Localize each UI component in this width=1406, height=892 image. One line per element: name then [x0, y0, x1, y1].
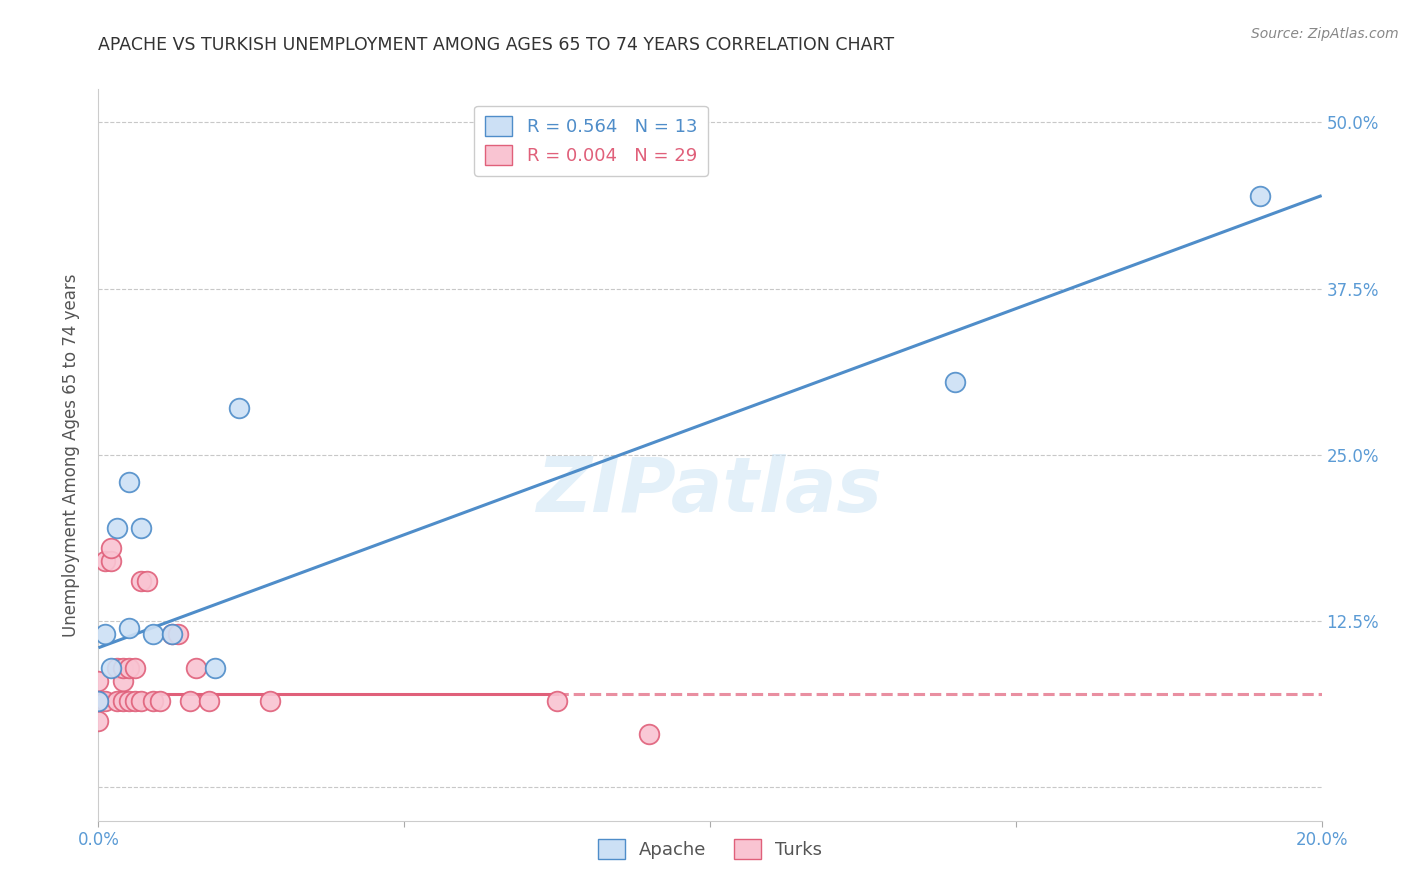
- Point: [118, 621, 141, 635]
- Point: [179, 694, 201, 708]
- Point: [259, 694, 281, 708]
- Text: Source: ZipAtlas.com: Source: ZipAtlas.com: [1251, 27, 1399, 41]
- Point: [105, 661, 128, 675]
- Point: [1249, 188, 1271, 202]
- Point: [105, 694, 128, 708]
- Point: [142, 694, 165, 708]
- Point: [124, 694, 146, 708]
- Point: [87, 673, 110, 688]
- Y-axis label: Unemployment Among Ages 65 to 74 years: Unemployment Among Ages 65 to 74 years: [62, 273, 80, 637]
- Point: [111, 673, 134, 688]
- Point: [142, 627, 165, 641]
- Point: [160, 627, 183, 641]
- Legend: Apache, Turks: Apache, Turks: [591, 832, 830, 866]
- Point: [546, 694, 568, 708]
- Point: [100, 554, 122, 568]
- Point: [197, 694, 219, 708]
- Point: [111, 694, 134, 708]
- Text: ZIPatlas: ZIPatlas: [537, 455, 883, 528]
- Point: [87, 694, 110, 708]
- Point: [118, 475, 141, 489]
- Point: [204, 661, 226, 675]
- Point: [136, 574, 159, 589]
- Point: [637, 727, 661, 741]
- Point: [228, 401, 250, 416]
- Point: [129, 694, 152, 708]
- Point: [100, 661, 122, 675]
- Point: [87, 714, 110, 728]
- Point: [186, 661, 208, 675]
- Point: [93, 627, 115, 641]
- Point: [129, 521, 152, 535]
- Point: [118, 694, 141, 708]
- Point: [160, 627, 183, 641]
- Text: APACHE VS TURKISH UNEMPLOYMENT AMONG AGES 65 TO 74 YEARS CORRELATION CHART: APACHE VS TURKISH UNEMPLOYMENT AMONG AGE…: [98, 36, 894, 54]
- Point: [124, 661, 146, 675]
- Point: [149, 694, 172, 708]
- Point: [111, 661, 134, 675]
- Point: [167, 627, 190, 641]
- Point: [100, 541, 122, 555]
- Point: [105, 521, 128, 535]
- Point: [943, 375, 966, 389]
- Point: [93, 694, 115, 708]
- Point: [118, 661, 141, 675]
- Point: [87, 694, 110, 708]
- Point: [129, 574, 152, 589]
- Point: [93, 554, 115, 568]
